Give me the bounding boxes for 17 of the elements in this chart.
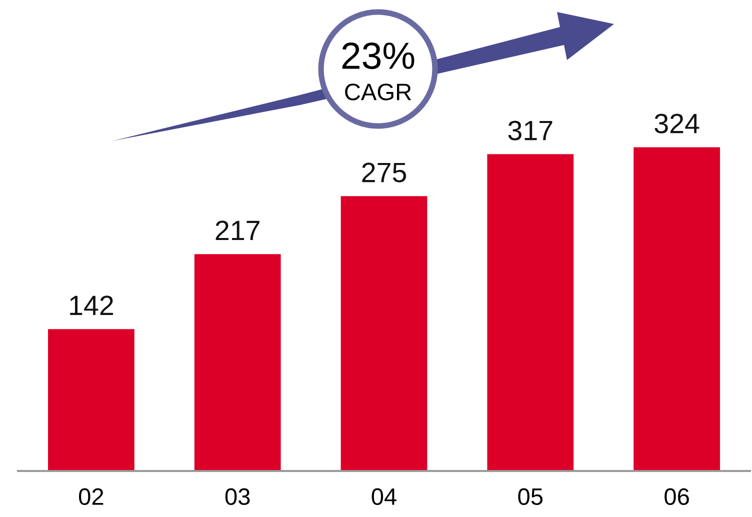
text: 23% (342, 42, 414, 70)
bar (194, 254, 281, 471)
data-label: 275 (362, 162, 406, 182)
x-tick-label: 06 (664, 488, 689, 506)
x-tick-label: 02 (78, 488, 104, 506)
data-label: 317 (508, 120, 552, 140)
x-tick-label: 04 (372, 488, 396, 506)
x-tick-label: 05 (518, 488, 543, 506)
bar (340, 196, 428, 471)
data-label: 142 (70, 296, 113, 315)
bar (634, 147, 720, 471)
text: CAGR (345, 84, 412, 100)
x-tick-label: 03 (225, 488, 250, 506)
data-label: 217 (216, 220, 260, 240)
bar (48, 329, 134, 471)
bar (487, 154, 574, 471)
data-label: 324 (654, 114, 700, 134)
